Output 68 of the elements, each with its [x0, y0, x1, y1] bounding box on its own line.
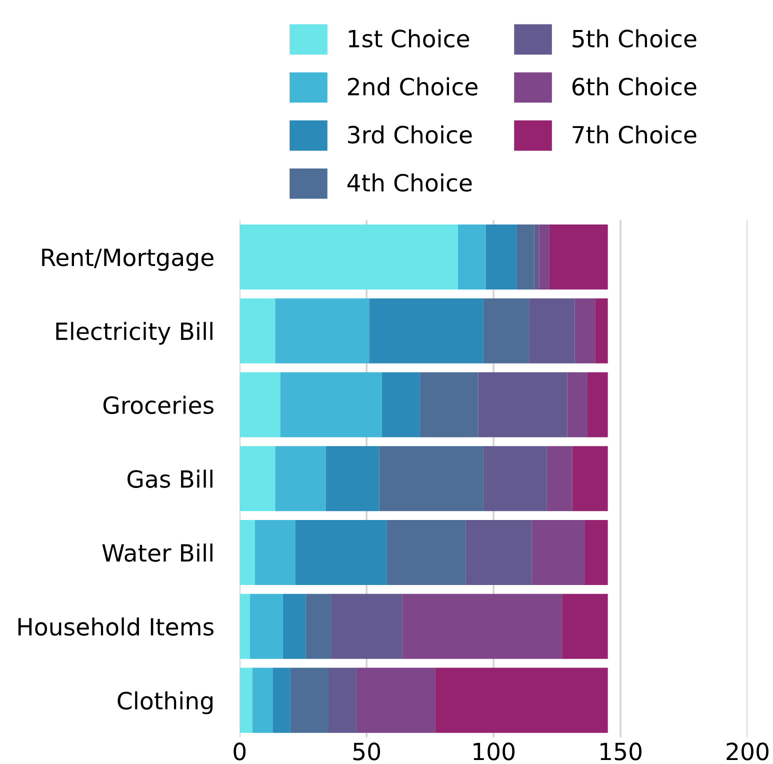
legend-label: 4th Choice [347, 173, 472, 192]
bar [290, 668, 329, 733]
legend-label: 7th Choice [572, 125, 696, 144]
bar [574, 298, 596, 364]
legend-label: 3rd Choice [348, 125, 472, 144]
x-tick-label: 150 [600, 742, 642, 760]
bar [282, 594, 306, 659]
bar [369, 298, 484, 364]
bar [295, 520, 387, 586]
bar [458, 224, 486, 290]
x-tick-label: 0 [234, 742, 246, 760]
bar [275, 298, 370, 364]
bar [534, 224, 540, 290]
y-tick-label: Groceries [103, 396, 214, 414]
legend-label: 5th Choice [572, 29, 696, 48]
bar [328, 668, 356, 733]
bar [240, 298, 276, 364]
bar [529, 298, 575, 364]
y-tick-label: Household Items [18, 617, 214, 636]
bar [240, 224, 458, 290]
bar [562, 594, 608, 659]
bar [572, 446, 608, 512]
x-tick-label: 50 [353, 742, 380, 760]
bar [356, 668, 436, 733]
bar [588, 372, 608, 438]
bar [478, 372, 568, 438]
bar [539, 224, 550, 290]
bar [595, 298, 608, 364]
bar [240, 594, 250, 659]
bar [584, 520, 608, 586]
bar [466, 520, 532, 586]
bar [331, 594, 402, 659]
bar [306, 594, 332, 659]
bar [486, 224, 516, 290]
legend-label: 1st Choice [348, 29, 470, 48]
bar [402, 594, 562, 659]
bar [549, 224, 608, 290]
bar [326, 446, 380, 512]
bar [483, 298, 530, 364]
bar [280, 372, 382, 438]
bar [532, 520, 585, 586]
bar [420, 372, 478, 438]
bar [483, 446, 547, 512]
bar [382, 372, 420, 438]
bar [250, 594, 283, 659]
bar [252, 668, 273, 733]
y-tick-label: Clothing [118, 691, 212, 714]
y-tick-label: Gas Bill [128, 470, 212, 488]
bar [272, 668, 290, 733]
bar [386, 520, 466, 586]
bar [435, 668, 608, 733]
bar [254, 520, 296, 586]
y-tick-label: Electricity Bill [56, 322, 212, 345]
y-tick-label: Rent/Mortgage [42, 248, 214, 271]
legend-label: 6th Choice [572, 77, 696, 96]
bar [546, 446, 572, 512]
legend-label: 2nd Choice [348, 77, 478, 96]
bar [240, 446, 276, 512]
bar [240, 668, 252, 733]
bar [240, 520, 255, 586]
bar [567, 372, 588, 438]
y-tick-label: Water Bill [102, 544, 212, 562]
bar [275, 446, 326, 512]
x-tick-label: 200 [726, 742, 768, 760]
bar [516, 224, 534, 290]
x-tick-label: 100 [474, 742, 515, 760]
bar [379, 446, 484, 512]
bar [240, 372, 280, 438]
